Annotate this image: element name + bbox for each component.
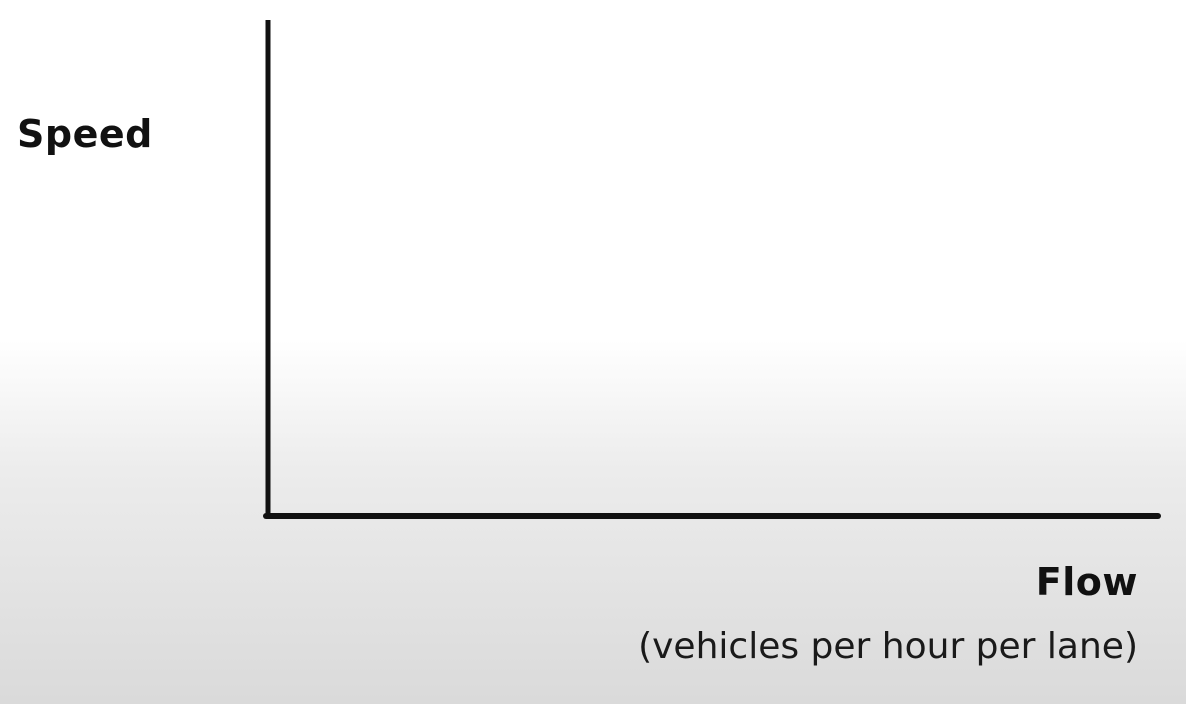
x-axis-unit-label: (vehicles per hour per lane) [638, 626, 1138, 667]
x-axis-label: Flow [1035, 560, 1138, 604]
y-axis-label: Speed [17, 112, 153, 156]
